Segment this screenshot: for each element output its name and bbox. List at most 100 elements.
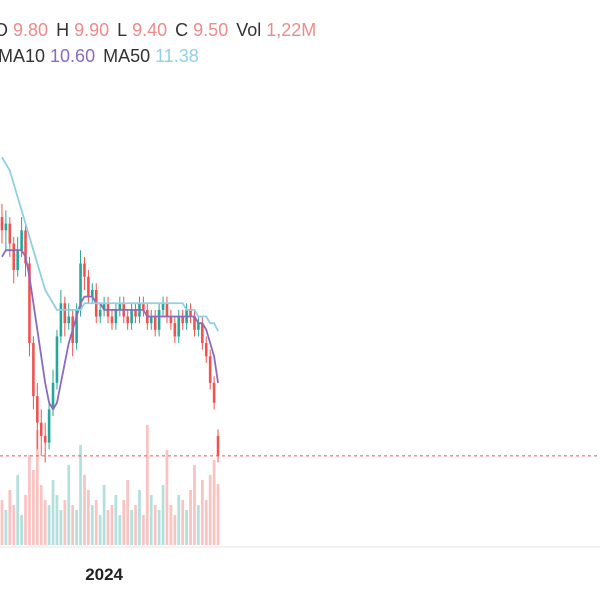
volume-bar bbox=[28, 455, 31, 545]
volume-bar bbox=[102, 485, 106, 545]
legend-ohlc: O 9.80 H 9.90 L 9.40 C 9.50 Vol 1,22M bbox=[0, 20, 316, 40]
candle-body bbox=[157, 309, 161, 330]
volume-bar bbox=[110, 505, 114, 545]
legend-value: 9.80 bbox=[13, 20, 48, 40]
volume-bar bbox=[106, 510, 110, 545]
volume-bar bbox=[208, 475, 212, 545]
candle-body bbox=[149, 316, 153, 324]
candle-body bbox=[28, 263, 31, 344]
volume-bar bbox=[83, 475, 86, 545]
volume-bar bbox=[55, 495, 59, 545]
volume-bar bbox=[134, 505, 137, 545]
legend-name: MA50 bbox=[103, 46, 150, 66]
volume-bar bbox=[71, 505, 75, 545]
candle-body bbox=[134, 309, 137, 317]
volume-bar bbox=[98, 515, 102, 545]
candle-body bbox=[12, 243, 16, 271]
volume-bar bbox=[94, 500, 98, 545]
candle-body bbox=[39, 422, 43, 436]
candle-body bbox=[43, 435, 47, 443]
ma-line bbox=[1, 156, 219, 332]
volume-bar bbox=[138, 490, 141, 545]
candle-body bbox=[153, 316, 157, 330]
candle-body bbox=[63, 303, 67, 324]
volume-bar bbox=[59, 510, 63, 545]
volume-bar bbox=[16, 475, 20, 545]
legend-name: C bbox=[175, 20, 188, 40]
candle-body bbox=[75, 309, 78, 344]
volume-bar bbox=[122, 500, 126, 545]
candle-body bbox=[126, 316, 129, 324]
ma-line bbox=[1, 249, 219, 412]
legend-name: Vol bbox=[236, 20, 261, 40]
candle-body bbox=[161, 303, 165, 310]
candle-body bbox=[79, 263, 82, 310]
candle-body bbox=[181, 316, 184, 324]
candle-body bbox=[91, 290, 94, 297]
volume-bar bbox=[161, 485, 165, 545]
candle-body bbox=[83, 263, 86, 277]
candle-body bbox=[55, 336, 59, 383]
volume-bar bbox=[193, 465, 196, 545]
candle-body bbox=[98, 309, 102, 317]
candle-body bbox=[197, 323, 200, 330]
legend-value: 1,22M bbox=[266, 20, 316, 40]
candle-body bbox=[189, 309, 192, 317]
volume-bar bbox=[173, 515, 177, 545]
candle-body bbox=[24, 230, 27, 264]
volume-bar bbox=[35, 430, 39, 545]
volume-bar bbox=[142, 515, 145, 545]
legend-value: 10.60 bbox=[50, 46, 95, 66]
volume-bar bbox=[43, 500, 47, 545]
candle-body bbox=[118, 303, 122, 310]
volume-bar bbox=[126, 480, 130, 545]
candle-body bbox=[0, 217, 4, 231]
volume-bar bbox=[169, 505, 173, 545]
volume-bar bbox=[20, 515, 23, 545]
candle-body bbox=[216, 435, 220, 456]
volume-bar bbox=[4, 510, 8, 545]
candle-body bbox=[87, 276, 90, 297]
volume-bar bbox=[79, 445, 82, 545]
volume-bar bbox=[153, 505, 157, 545]
legend-name: L bbox=[117, 20, 127, 40]
volume-bar bbox=[197, 505, 200, 545]
candle-body bbox=[4, 223, 8, 231]
volume-bar bbox=[63, 500, 67, 545]
candle-body bbox=[114, 309, 118, 324]
volume-bar bbox=[67, 465, 71, 545]
legend-name: O bbox=[0, 20, 8, 40]
volume-bar bbox=[118, 515, 122, 545]
volume-bar bbox=[39, 485, 43, 545]
candle-body bbox=[51, 382, 55, 410]
x-tick-label: 2024 bbox=[85, 565, 123, 584]
candle-body bbox=[165, 303, 169, 317]
volume-bar bbox=[185, 510, 188, 545]
volume-bar bbox=[149, 495, 153, 545]
volume-bar bbox=[157, 510, 161, 545]
candle-body bbox=[59, 303, 63, 337]
volume-bar bbox=[216, 484, 220, 545]
candle-body bbox=[173, 323, 177, 337]
volume-bar bbox=[47, 505, 51, 545]
candle-body bbox=[142, 303, 145, 310]
volume-bar bbox=[177, 495, 181, 545]
candle-body bbox=[110, 316, 114, 324]
candle-body bbox=[32, 343, 35, 397]
candle-body bbox=[169, 316, 173, 324]
legend-ma: MA10 10.60 MA50 11.38 bbox=[0, 46, 199, 66]
candle-body bbox=[8, 223, 12, 244]
legend-name: MA10 bbox=[0, 46, 45, 66]
volume-bar bbox=[145, 425, 149, 545]
volume-bar bbox=[165, 450, 169, 545]
volume-bar bbox=[90, 505, 94, 545]
volume-bar bbox=[87, 490, 90, 545]
candle-body bbox=[20, 230, 23, 251]
volume-bar bbox=[212, 460, 216, 545]
volume-bar bbox=[75, 510, 78, 545]
volume-bar bbox=[8, 490, 12, 545]
legend-value: 9.40 bbox=[132, 20, 167, 40]
volume-bar bbox=[189, 490, 192, 545]
volume-bar bbox=[130, 510, 133, 545]
